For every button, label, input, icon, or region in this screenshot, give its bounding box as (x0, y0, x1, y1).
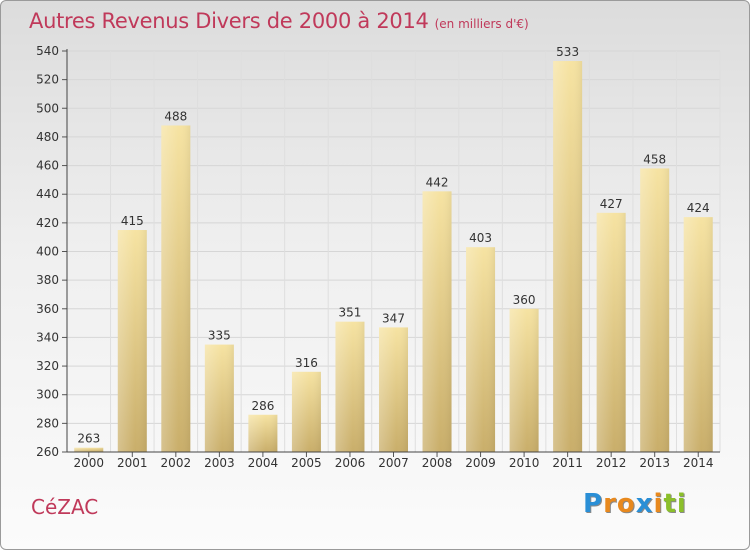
y-tick-label: 460 (36, 159, 59, 173)
bar-value-label: 335 (208, 329, 231, 343)
bar-value-label: 458 (643, 152, 666, 166)
x-tick-label: 2006 (335, 456, 366, 470)
bar-shade (379, 327, 408, 452)
y-tick-label: 540 (36, 44, 59, 58)
y-tick-label: 340 (36, 330, 59, 344)
y-tick-label: 440 (36, 187, 59, 201)
y-tick-label: 360 (36, 302, 59, 316)
bar-shade (466, 247, 496, 452)
bar-value-label: 488 (164, 109, 187, 123)
logo-letter: P (583, 489, 604, 519)
x-tick-label: 2004 (248, 456, 279, 470)
logo-letter: i (676, 489, 687, 519)
x-tick-label: 2011 (552, 456, 583, 470)
bar-value-label: 533 (556, 45, 579, 59)
bar-value-label: 316 (295, 356, 318, 370)
bar-value-label: 415 (121, 214, 144, 228)
bar-value-label: 427 (600, 197, 623, 211)
x-tick-label: 2009 (465, 456, 496, 470)
bar-shade (117, 230, 147, 452)
y-tick-label: 400 (36, 245, 59, 259)
chart-title: Autres Revenus Divers de 2000 à 2014 (29, 9, 429, 33)
logo-letter: r (603, 489, 617, 519)
bar-shade (640, 168, 670, 452)
bars-group: 263 415 488 335 286 316 351 347 442 403 360 533 427 4… (74, 45, 713, 453)
y-tick-label: 380 (36, 273, 59, 287)
bar-shade (204, 344, 234, 452)
x-tick-label: 2003 (204, 456, 235, 470)
bar-value-label: 424 (687, 201, 710, 215)
x-tick-label: 2000 (73, 456, 104, 470)
bar-shade (161, 125, 191, 452)
x-tick-label: 2013 (639, 456, 670, 470)
x-tick-label: 2012 (596, 456, 627, 470)
y-tick-label: 480 (36, 130, 59, 144)
y-tick-label: 420 (36, 216, 59, 230)
y-tick-label: 300 (36, 388, 59, 402)
bar-shade (683, 217, 713, 452)
y-tick-label: 280 (36, 416, 59, 430)
x-tick-label: 2008 (422, 456, 453, 470)
logo-letter: i (653, 489, 664, 519)
y-tick-label: 320 (36, 359, 59, 373)
bar-shade (553, 61, 583, 453)
bar-shade (422, 191, 452, 452)
commune-name: CéZAC (31, 495, 99, 519)
x-tick-label: 2014 (683, 456, 714, 470)
y-tick-label: 260 (36, 445, 59, 459)
bar-shade (596, 212, 626, 452)
bar-value-label: 263 (77, 432, 100, 446)
bar-shade (509, 308, 539, 452)
logo-letter: t (663, 489, 677, 519)
x-tick-label: 2010 (509, 456, 540, 470)
bar-value-label: 360 (513, 293, 536, 307)
bar-value-label: 347 (382, 311, 405, 325)
x-tick-label: 2005 (291, 456, 322, 470)
axes-group: 260 280 300 320 340 360 380 400 420 440 460 480 500 5… (36, 44, 720, 470)
bar-value-label: 286 (251, 399, 274, 413)
x-tick-label: 2001 (117, 456, 148, 470)
y-tick-label: 520 (36, 73, 59, 87)
x-tick-label: 2002 (161, 456, 192, 470)
bar-shade (74, 447, 104, 452)
bar-shade (248, 414, 278, 452)
bar-value-label: 403 (469, 231, 492, 245)
logo-letter: x (635, 489, 654, 519)
y-tick-label: 500 (36, 101, 59, 115)
bar-value-label: 351 (339, 306, 362, 320)
chart-title-block: Autres Revenus Divers de 2000 à 2014 (en … (29, 9, 529, 33)
logo-letter: o (616, 489, 636, 519)
bar-shade (335, 321, 365, 452)
chart-subtitle: (en milliers d'€) (434, 17, 529, 31)
bar-value-label: 442 (426, 175, 449, 189)
x-tick-label: 2007 (378, 456, 409, 470)
bar-shade (291, 371, 321, 452)
proxiti-logo: Proxiti (583, 489, 687, 519)
